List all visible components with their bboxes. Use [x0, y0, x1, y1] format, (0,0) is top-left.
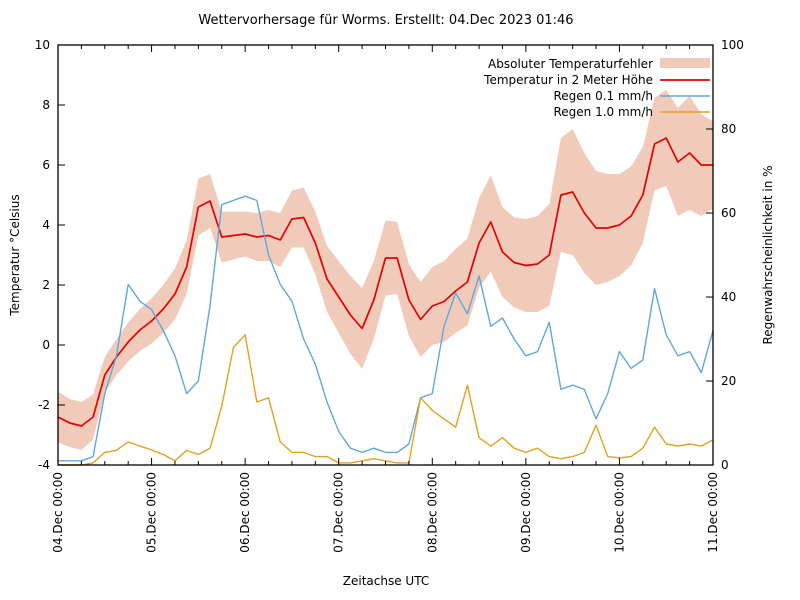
rain-01-line — [58, 195, 714, 462]
y-right-tick-label: 100 — [721, 38, 744, 52]
x-tick-label: 05.Dec 00:00 — [145, 472, 159, 553]
y-axis-right-label: Regenwahrscheinlichkeit in % — [761, 165, 775, 344]
x-axis-label: Zeitachse UTC — [343, 574, 429, 588]
y-right-tick-label: 40 — [721, 290, 736, 304]
legend-label-rain-01: Regen 0.1 mm/h — [553, 89, 653, 103]
y-left-tick-label: 6 — [42, 158, 50, 172]
plot-area: 04.Dec 00:00 05.Dec 00:00 06.Dec 00:00 07.D… — [35, 38, 744, 553]
y-axis-left-label: Temperatur °Celsius — [8, 194, 22, 316]
x-tick-label: 08.Dec 00:00 — [425, 472, 439, 553]
error-band-area — [58, 90, 713, 450]
y-right-tick-label: 0 — [721, 458, 729, 472]
y-left-tick-label: 2 — [42, 278, 50, 292]
legend-label-rain-10: Regen 1.0 mm/h — [553, 105, 653, 119]
legend-band-swatch — [660, 58, 710, 68]
x-tick-label: 04.Dec 00:00 — [51, 472, 65, 553]
y-left-tick-label: 8 — [42, 98, 50, 112]
legend-label-error-band: Absoluter Temperaturfehler — [488, 57, 653, 71]
x-tick-label: 09.Dec 00:00 — [519, 472, 533, 553]
x-tick-label: 07.Dec 00:00 — [332, 472, 346, 553]
x-tick-label: 10.Dec 00:00 — [612, 472, 626, 553]
legend: Absoluter Temperaturfehler Temperatur in… — [483, 57, 710, 119]
y-left-tick-label: -2 — [38, 398, 50, 412]
x-tick-label: 11.Dec 00:00 — [706, 472, 720, 553]
rain-10-line — [58, 334, 714, 466]
y-right-tick-label: 20 — [721, 374, 736, 388]
y-left-tick-label: 0 — [42, 338, 50, 352]
y-left-tick-label: -4 — [38, 458, 50, 472]
y-left-tick-label: 4 — [42, 218, 50, 232]
x-tick-label: 06.Dec 00:00 — [238, 472, 252, 553]
y-left-tick-label: 10 — [35, 38, 50, 52]
y-right-tick-label: 60 — [721, 206, 736, 220]
temperature-line — [57, 137, 713, 427]
legend-label-temperature: Temperatur in 2 Meter Höhe — [483, 73, 653, 87]
chart-title: Wettervorhersage für Worms. Erstellt: 04… — [198, 13, 573, 28]
y-right-tick-label: 80 — [721, 122, 736, 136]
